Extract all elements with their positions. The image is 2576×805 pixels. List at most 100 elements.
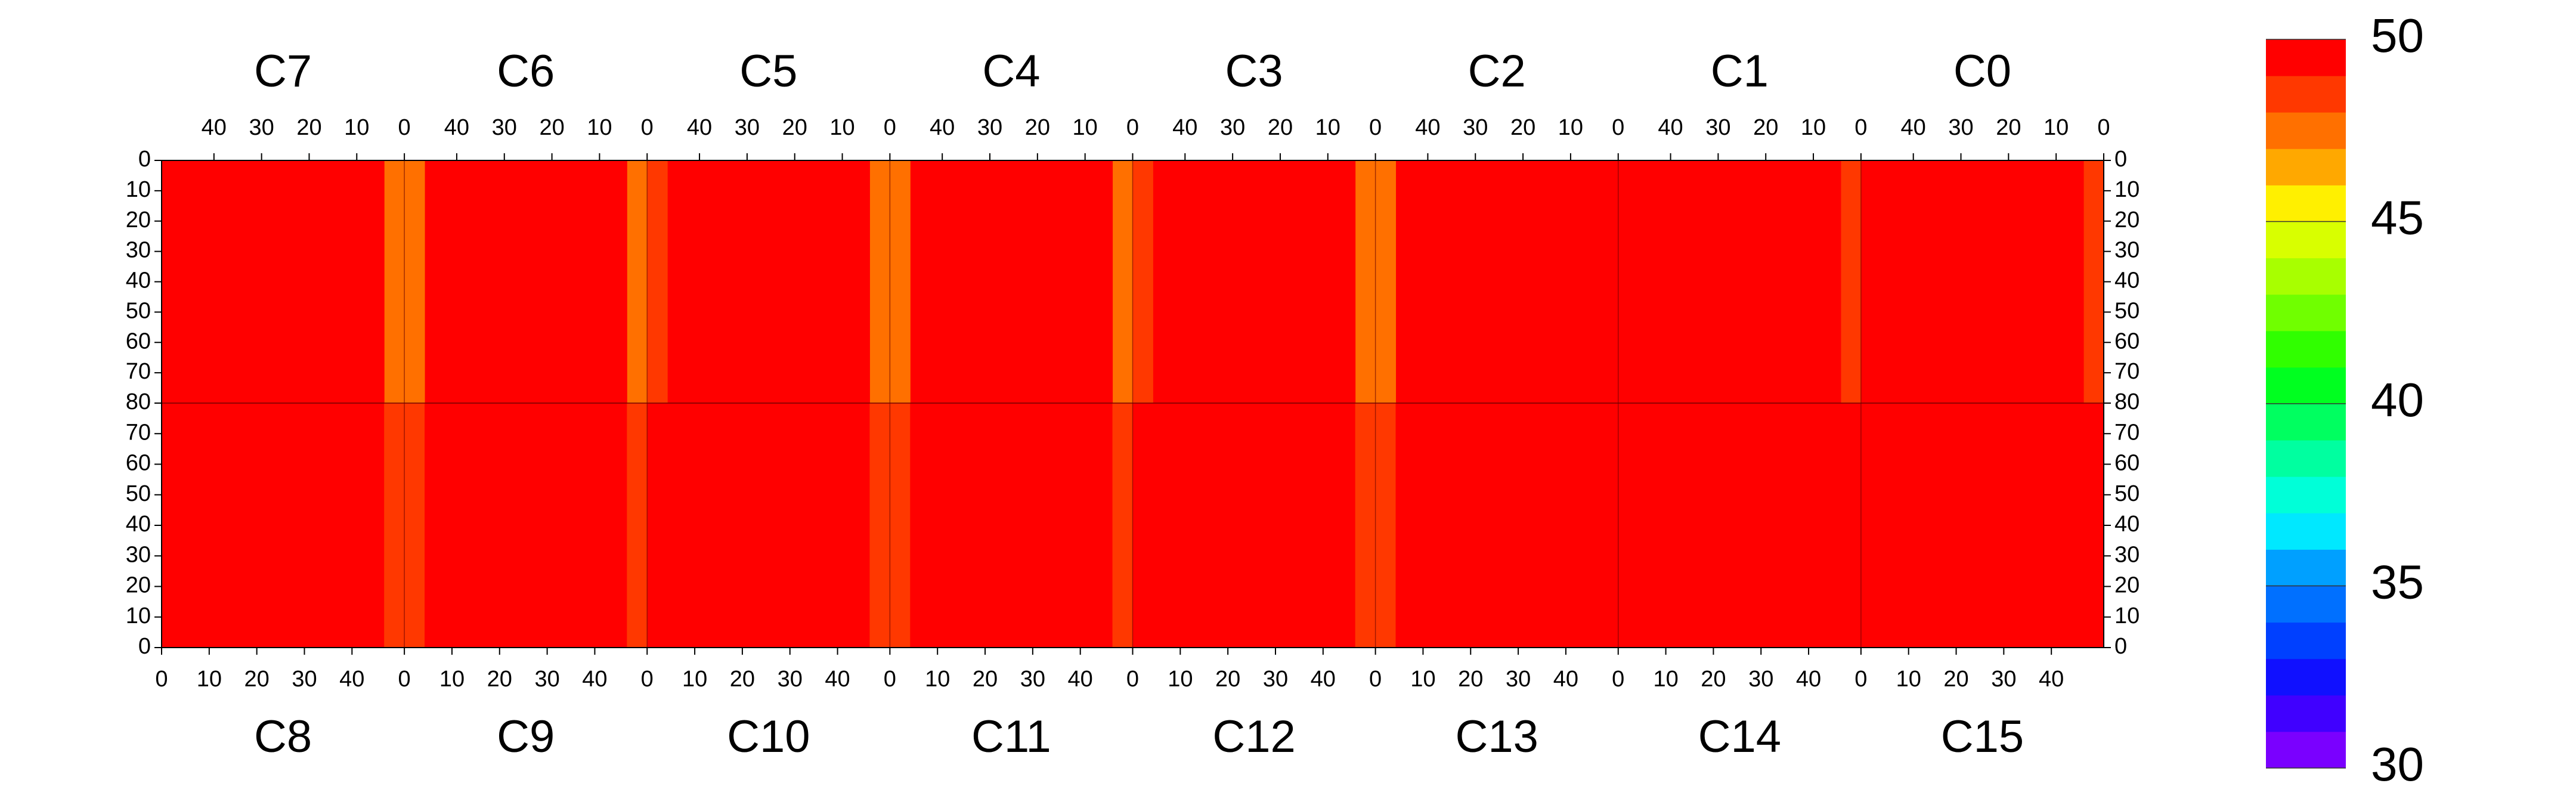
- panel-label: C9: [497, 711, 555, 762]
- heatmap-cell: [1112, 160, 1133, 403]
- heatmap-cell: [606, 160, 627, 403]
- heatmap-cell: [1982, 160, 2003, 403]
- heatmap-cell: [242, 160, 264, 403]
- heatmap-cell: [162, 160, 182, 403]
- x-tick-label: 40: [1796, 667, 1821, 692]
- x-tick-label: 10: [1410, 667, 1435, 692]
- x-tick-label: 0: [398, 115, 411, 140]
- heatmap-cell: [809, 160, 830, 403]
- x-tick-label: 30: [1506, 667, 1531, 692]
- heatmap-cell: [869, 160, 890, 403]
- y-tick-label: 40: [126, 512, 151, 537]
- heatmap-cell: [809, 403, 830, 648]
- heatmap-cell: [1658, 160, 1680, 403]
- heatmap-cell: [525, 403, 547, 648]
- y-tick-label: 20: [126, 208, 151, 233]
- panel-label: C7: [254, 46, 312, 97]
- heatmap-cell: [1820, 160, 1841, 403]
- heatmap-cell: [1072, 160, 1093, 403]
- x-tick-label: 20: [244, 667, 270, 692]
- heatmap-cell: [181, 403, 203, 648]
- heatmap-cell: [1800, 403, 1821, 648]
- heatmap-cell: [1679, 160, 1699, 403]
- colorbar-swatch: [2266, 658, 2346, 696]
- panel-label: C10: [727, 711, 810, 762]
- heatmap-cell: [1840, 403, 1862, 648]
- heatmap-cell: [849, 160, 870, 403]
- y-tick-label: 30: [126, 542, 151, 567]
- colorbar-swatch: [2266, 476, 2346, 513]
- heatmap-cell: [1962, 403, 1983, 648]
- heatmap-cell: [971, 160, 992, 403]
- y-tick-label: 0: [2114, 147, 2127, 172]
- x-tick-label: 30: [292, 667, 317, 692]
- colorbar-label: 45: [2371, 191, 2424, 244]
- y-tick-label: 40: [2114, 268, 2140, 293]
- y-tick-label: 50: [2114, 298, 2140, 323]
- heatmap-cell: [1517, 160, 1538, 403]
- heatmap-cell: [1031, 403, 1052, 648]
- heatmap-cell: [2063, 160, 2084, 403]
- heatmap-cell: [829, 160, 850, 403]
- panel-label: C5: [739, 46, 797, 97]
- colorbar-swatch: [2266, 404, 2346, 441]
- x-tick-label: 20: [1943, 667, 1968, 692]
- colorbar-swatch: [2266, 622, 2346, 660]
- x-tick-label: 10: [439, 667, 465, 692]
- x-tick-label: 30: [778, 667, 803, 692]
- panel-label: C1: [1711, 46, 1769, 97]
- heatmap-cell: [323, 160, 344, 403]
- heatmap-cell: [364, 403, 385, 648]
- y-tick-label: 0: [138, 147, 151, 172]
- x-tick-label: 30: [534, 667, 559, 692]
- y-tick-label: 80: [2114, 389, 2140, 414]
- heatmap-cell: [1112, 403, 1133, 648]
- heatmap-cell: [586, 160, 607, 403]
- y-tick-label: 0: [2114, 634, 2127, 659]
- heatmap-cell: [1072, 403, 1093, 648]
- heatmap-cell: [1638, 403, 1659, 648]
- heatmap-cell: [1395, 160, 1416, 403]
- heatmap-cell: [1577, 403, 1599, 648]
- heatmap-cell: [1921, 160, 1943, 403]
- heatmap-cell: [1780, 403, 1801, 648]
- x-tick-label: 30: [492, 115, 517, 140]
- x-tick-label: 40: [1311, 667, 1336, 692]
- y-tick-label: 50: [2114, 481, 2140, 506]
- colorbar-label: 35: [2371, 556, 2424, 609]
- heatmap-cell: [505, 160, 527, 403]
- colorbar-swatch: [2266, 513, 2346, 550]
- heatmap-cell: [444, 403, 466, 648]
- x-tick-label: 40: [930, 115, 955, 140]
- heatmap-cell: [1719, 403, 1740, 648]
- heatmap-cell: [181, 160, 203, 403]
- heatmap-cell: [1031, 160, 1052, 403]
- colorbar-swatch: [2266, 148, 2346, 185]
- x-tick-label: 20: [1268, 115, 1293, 140]
- heatmap-cell: [1476, 403, 1497, 648]
- x-tick-label: 40: [1658, 115, 1683, 140]
- y-tick-label: 70: [2114, 420, 2140, 445]
- y-tick-label: 50: [126, 481, 151, 506]
- heatmap-cell: [262, 160, 284, 403]
- heatmap-cell: [627, 403, 648, 648]
- heatmap-cell: [1193, 160, 1214, 403]
- heatmap-cell: [1051, 160, 1073, 403]
- x-tick-label: 10: [587, 115, 612, 140]
- x-tick-label: 0: [1126, 115, 1139, 140]
- x-tick-label: 30: [1948, 115, 1973, 140]
- colorbar-swatch: [2266, 549, 2346, 586]
- heatmap-cell: [1719, 160, 1740, 403]
- heatmap-cell: [727, 403, 749, 648]
- heatmap-cell: [768, 403, 789, 648]
- x-tick-label: 10: [1073, 115, 1098, 140]
- heatmap-cell: [1355, 160, 1376, 403]
- panel-label: C11: [971, 711, 1051, 762]
- x-tick-label: 10: [829, 115, 854, 140]
- colorbar-swatch: [2266, 112, 2346, 149]
- x-tick-label: 40: [1172, 115, 1197, 140]
- heatmap-cell: [688, 403, 708, 648]
- panel-label: C6: [497, 46, 555, 97]
- x-tick-label: 30: [1748, 667, 1773, 692]
- x-tick-label: 10: [1315, 115, 1340, 140]
